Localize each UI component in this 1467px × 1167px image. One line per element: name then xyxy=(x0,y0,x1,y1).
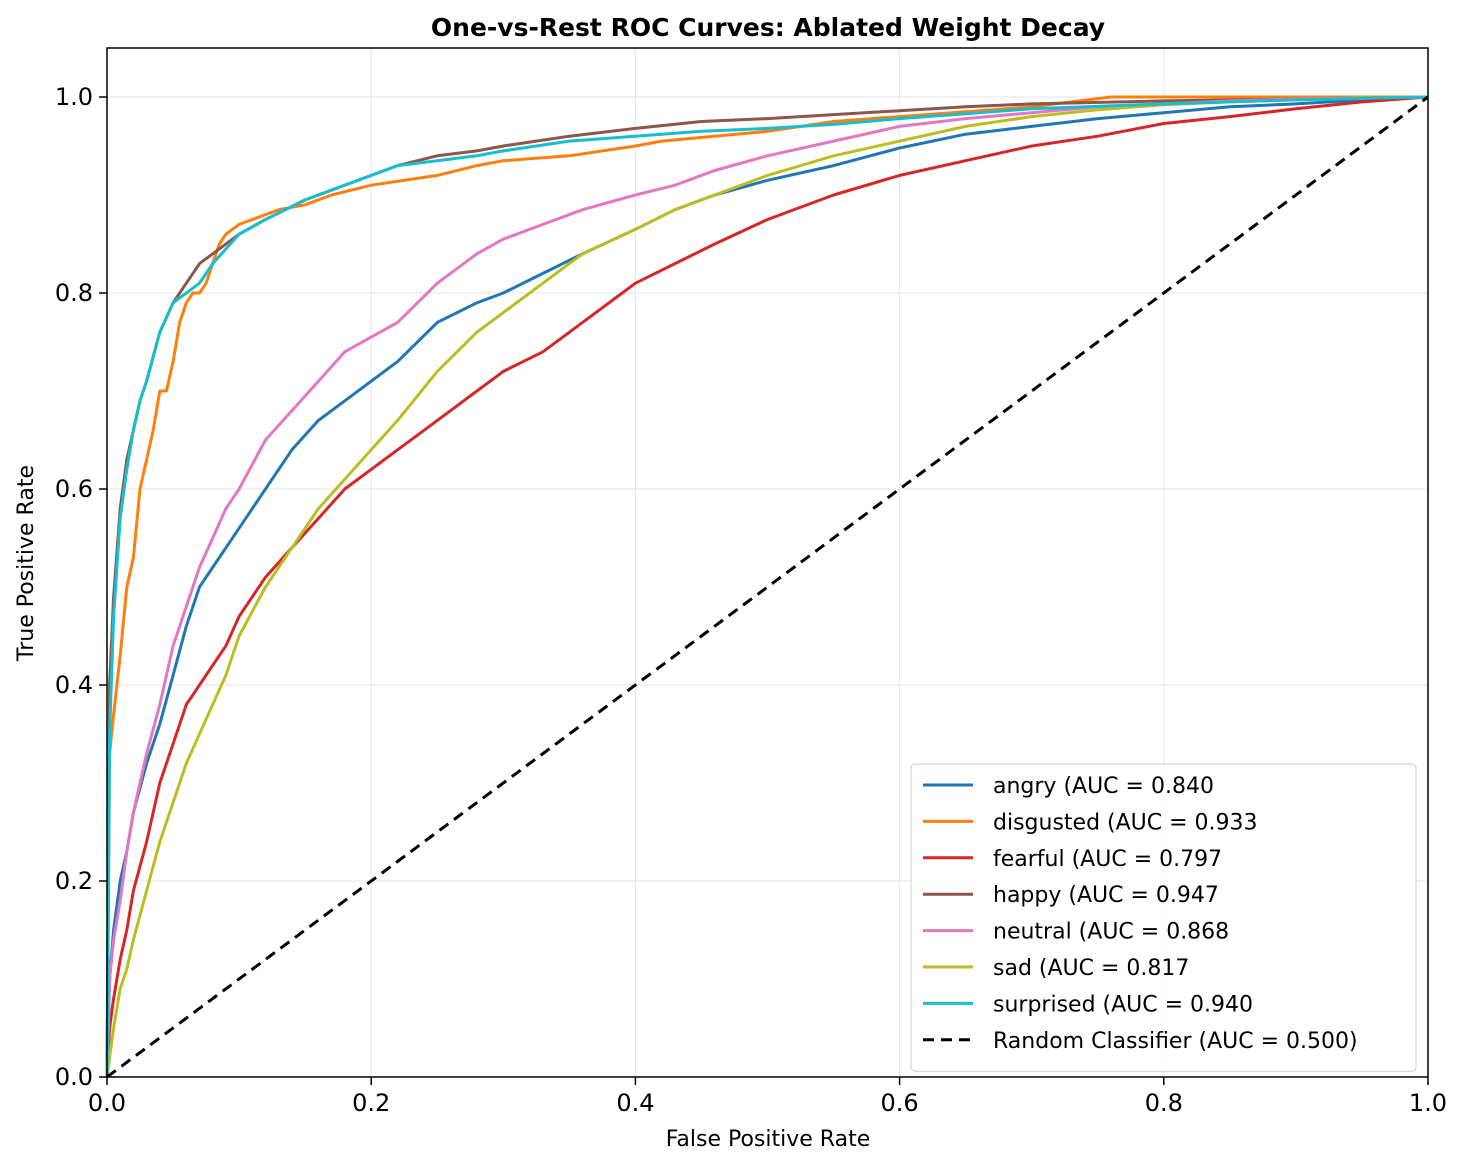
series-line xyxy=(105,95,1429,1078)
legend-label: angry (AUC = 0.840 xyxy=(993,774,1214,799)
y-tick-label: 0.0 xyxy=(55,1063,93,1091)
y-ticks: 0.0 0.2 0.4 0.6 0.8 1.0 xyxy=(55,83,107,1091)
y-tick-label: 1.0 xyxy=(55,83,93,111)
legend-label: happy (AUC = 0.947 xyxy=(993,883,1219,908)
plot-frame xyxy=(106,47,1429,1078)
series-line xyxy=(105,95,1429,1078)
y-tick-label: 0.6 xyxy=(55,475,93,503)
x-tick-label: 0.4 xyxy=(616,1089,654,1117)
series-line xyxy=(105,95,1429,1078)
legend-label: sad (AUC = 0.817 xyxy=(993,956,1189,981)
series-line xyxy=(106,95,1429,1079)
x-tick-label: 1.0 xyxy=(1409,1089,1447,1117)
legend-label: fearful (AUC = 0.797 xyxy=(993,847,1222,872)
legend-box xyxy=(910,763,1417,1072)
series-lines xyxy=(105,95,1429,1079)
y-tick-label: 0.8 xyxy=(55,279,93,307)
y-tick-label: 0.2 xyxy=(55,867,93,895)
legend[interactable]: angry (AUC = 0.840 disgusted (AUC = 0.933… xyxy=(910,763,1417,1072)
series-line xyxy=(105,95,1429,1078)
x-tick-label: 0.2 xyxy=(352,1089,390,1117)
chart-title: One-vs-Rest ROC Curves: Ablated Weight D… xyxy=(431,13,1105,42)
x-ticks: 0.0 0.2 0.4 0.6 0.8 1.0 xyxy=(88,1077,1447,1117)
x-tick-label: 0.8 xyxy=(1145,1089,1183,1117)
y-tick-label: 0.4 xyxy=(55,671,93,699)
x-tick-label: 0.0 xyxy=(88,1089,126,1117)
y-axis-label: True Positive Rate xyxy=(14,465,39,662)
legend-label: surprised (AUC = 0.940 xyxy=(993,992,1253,1017)
x-tick-label: 0.6 xyxy=(881,1089,919,1117)
x-axis-label: False Positive Rate xyxy=(666,1127,870,1152)
series-line xyxy=(105,95,1428,1078)
legend-label: disgusted (AUC = 0.933 xyxy=(993,810,1258,835)
legend-label: neutral (AUC = 0.868 xyxy=(993,920,1229,945)
legend-label: Random Classifier (AUC = 0.500) xyxy=(993,1029,1358,1054)
series-line xyxy=(105,95,1429,1078)
